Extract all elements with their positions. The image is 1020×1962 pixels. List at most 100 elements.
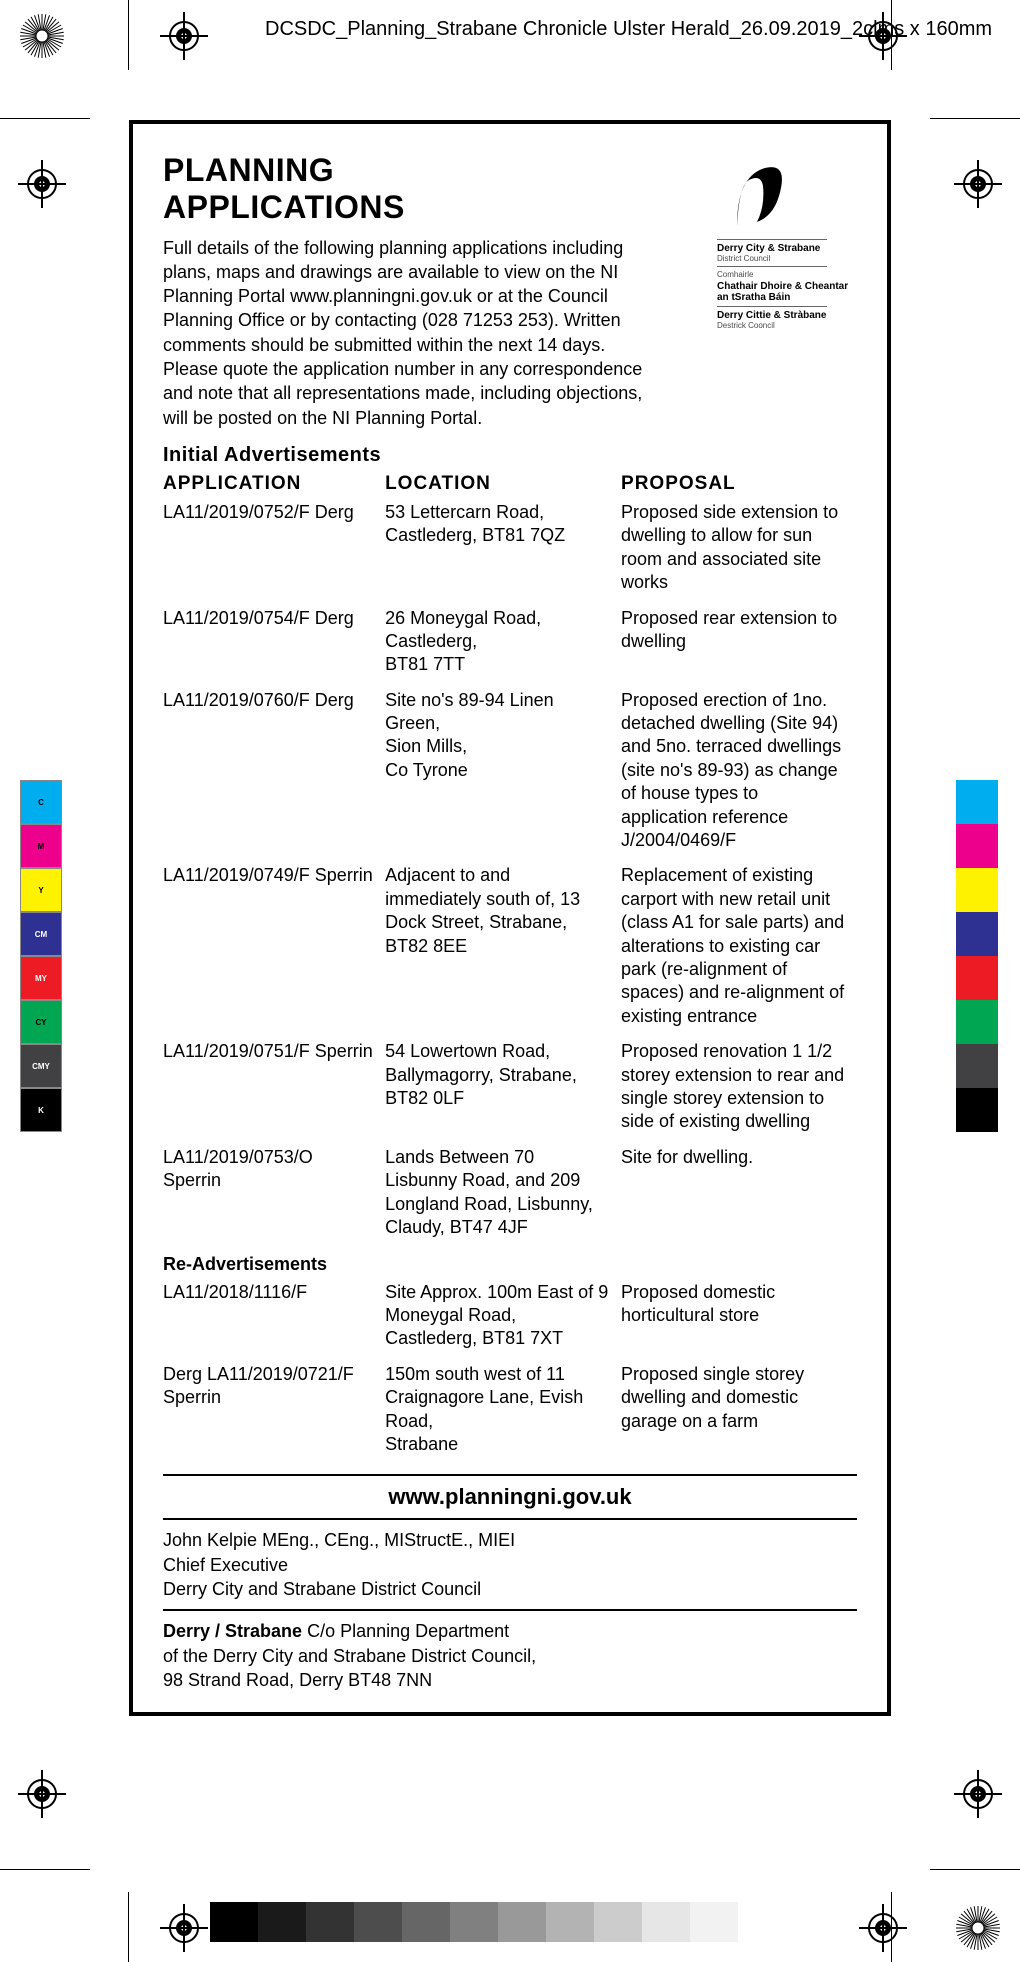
cell-app: LA11/2019/0751/F Sperrin xyxy=(163,1038,385,1144)
table-header-row: APPLICATION LOCATION PROPOSAL xyxy=(163,471,857,499)
cell-loc: 26 Moneygal Road, Castlederg, BT81 7TT xyxy=(385,605,621,687)
grayscale-swatch xyxy=(546,1902,594,1942)
cmyk-swatch xyxy=(956,1088,998,1132)
cell-app: LA11/2019/0752/F Derg xyxy=(163,499,385,605)
swatch-label: CY xyxy=(35,1018,46,1027)
cell-loc: Adjacent to and immediately south of, 13… xyxy=(385,862,621,1038)
registration-mark xyxy=(954,1770,1002,1818)
crop-line xyxy=(0,1869,90,1870)
registration-mark xyxy=(859,1904,907,1952)
grayscale-swatch xyxy=(306,1902,354,1942)
title-line-2: APPLICATIONS xyxy=(163,189,405,225)
title-line-1: PLANNING xyxy=(163,152,334,188)
swatch-label: MY xyxy=(35,974,47,983)
section-readv-heading-row: Re-Advertisements xyxy=(163,1249,857,1278)
registration-mark xyxy=(859,12,907,60)
contact-line-3: 98 Strand Road, Derry BT48 7NN xyxy=(163,1670,432,1690)
cmyk-swatch xyxy=(956,1000,998,1044)
grayscale-swatch xyxy=(354,1902,402,1942)
grayscale-swatch xyxy=(642,1902,690,1942)
col-application: APPLICATION xyxy=(163,471,385,499)
cell-prop: Proposed rear extension to dwelling xyxy=(621,605,857,687)
cell-prop: Proposed side extension to dwelling to a… xyxy=(621,499,857,605)
cmyk-swatch: CMY xyxy=(20,1044,62,1088)
col-proposal: PROPOSAL xyxy=(621,471,857,499)
starburst-mark xyxy=(18,12,66,60)
table-row: LA11/2019/0760/F DergSite no's 89-94 Lin… xyxy=(163,687,857,863)
cmyk-color-bar-left: CMYCMMYCYCMYK xyxy=(20,780,62,1132)
swatch-label: C xyxy=(38,798,44,807)
cell-prop: Proposed single storey dwelling and dome… xyxy=(621,1361,857,1467)
notice-title: PLANNING APPLICATIONS xyxy=(163,152,663,226)
grayscale-swatch xyxy=(594,1902,642,1942)
grayscale-swatch xyxy=(258,1902,306,1942)
registration-mark xyxy=(954,160,1002,208)
crop-line xyxy=(128,1892,129,1962)
cmyk-swatch: K xyxy=(20,1088,62,1132)
logo-sub-1: District Council xyxy=(717,254,857,263)
planning-notice: PLANNING APPLICATIONS Full details of th… xyxy=(129,120,891,1716)
swatch-label: CM xyxy=(35,930,47,939)
cell-loc: Lands Between 70 Lisbunny Road, and 209 … xyxy=(385,1144,621,1250)
council-logo-icon xyxy=(717,156,797,236)
registration-mark xyxy=(18,1770,66,1818)
col-location: LOCATION xyxy=(385,471,621,499)
crop-line xyxy=(930,118,1020,119)
cell-loc: Site Approx. 100m East of 9 Moneygal Roa… xyxy=(385,1279,621,1361)
cell-prop: Site for dwelling. xyxy=(621,1144,857,1250)
table-row: Derg LA11/2019/0721/F Sperrin150m south … xyxy=(163,1361,857,1467)
cmyk-swatch xyxy=(956,912,998,956)
cell-app: LA11/2019/0760/F Derg xyxy=(163,687,385,863)
cell-loc: 53 Lettercarn Road, Castlederg, BT81 7QZ xyxy=(385,499,621,605)
registration-mark xyxy=(160,12,208,60)
cell-prop: Replacement of existing carport with new… xyxy=(621,862,857,1038)
signoff-name: John Kelpie MEng., CEng., MIStructE., MI… xyxy=(163,1528,857,1552)
crop-line xyxy=(128,0,129,70)
logo-sub-2a: Comhairle xyxy=(717,270,857,279)
table-row: LA11/2019/0749/F SperrinAdjacent to and … xyxy=(163,862,857,1038)
signoff-role: Chief Executive xyxy=(163,1553,857,1577)
cell-prop: Proposed renovation 1 1/2 storey extensi… xyxy=(621,1038,857,1144)
cmyk-swatch: CM xyxy=(20,912,62,956)
registration-mark xyxy=(160,1904,208,1952)
registration-mark xyxy=(18,160,66,208)
cell-prop: Proposed domestic horticultural store xyxy=(621,1279,857,1361)
swatch-label: Y xyxy=(38,886,43,895)
cmyk-swatch xyxy=(956,956,998,1000)
divider xyxy=(163,1474,857,1476)
cmyk-swatch: CY xyxy=(20,1000,62,1044)
contact-line-1: C/o Planning Department xyxy=(302,1621,509,1641)
cell-loc: 54 Lowertown Road, Ballymagorry, Straban… xyxy=(385,1038,621,1144)
intro-paragraph: Full details of the following planning a… xyxy=(163,236,663,430)
logo-sub-3: Destrick Cooncil xyxy=(717,321,857,330)
section-initial-heading: Initial Advertisements xyxy=(163,444,857,467)
contact-line-2: of the Derry City and Strabane District … xyxy=(163,1646,536,1666)
divider xyxy=(163,1518,857,1520)
cmyk-swatch xyxy=(956,1044,998,1088)
cell-loc: Site no's 89-94 Linen Green, Sion Mills,… xyxy=(385,687,621,863)
grayscale-swatch xyxy=(402,1902,450,1942)
crop-line xyxy=(0,118,90,119)
logo-name-1: Derry City & Strabane xyxy=(717,243,857,254)
applications-table: APPLICATION LOCATION PROPOSAL LA11/2019/… xyxy=(163,471,857,1466)
table-row: LA11/2018/1116/FSite Approx. 100m East o… xyxy=(163,1279,857,1361)
cmyk-swatch: Y xyxy=(20,868,62,912)
grayscale-bar xyxy=(210,1902,738,1942)
logo-name-2: Chathair Dhoire & Cheantar an tSratha Bá… xyxy=(717,281,857,303)
cell-app: LA11/2019/0753/O Sperrin xyxy=(163,1144,385,1250)
cell-app: LA11/2019/0749/F Sperrin xyxy=(163,862,385,1038)
table-row: LA11/2019/0751/F Sperrin54 Lowertown Roa… xyxy=(163,1038,857,1144)
grayscale-swatch xyxy=(450,1902,498,1942)
cmyk-swatch: M xyxy=(20,824,62,868)
swatch-label: CMY xyxy=(32,1062,50,1071)
header-text: PLANNING APPLICATIONS Full details of th… xyxy=(163,152,663,430)
starburst-mark xyxy=(954,1904,1002,1952)
divider xyxy=(163,1609,857,1611)
planning-url: www.planningni.gov.uk xyxy=(163,1484,857,1510)
table-row: LA11/2019/0753/O SperrinLands Between 70… xyxy=(163,1144,857,1250)
contact-block: Derry / Strabane C/o Planning Department… xyxy=(163,1619,857,1692)
grayscale-swatch xyxy=(210,1902,258,1942)
cmyk-color-bar-right xyxy=(956,780,998,1132)
cmyk-swatch: MY xyxy=(20,956,62,1000)
signoff-org: Derry City and Strabane District Council xyxy=(163,1577,857,1601)
